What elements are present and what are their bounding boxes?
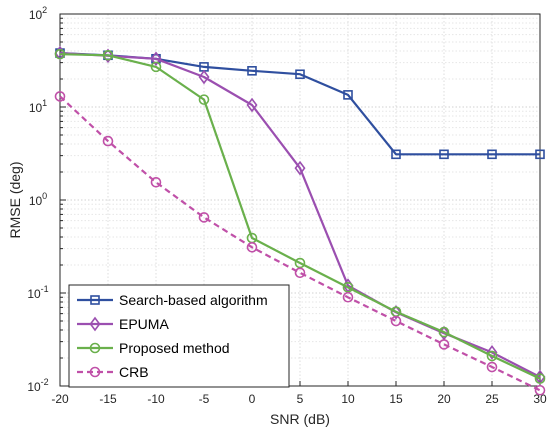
data-point: [198, 69, 210, 85]
data-point: [295, 69, 305, 80]
data-point: [535, 149, 545, 160]
legend-label: Search-based algorithm: [119, 292, 268, 308]
legend-marker: [90, 295, 100, 305]
y-tick-label: 10-2: [27, 377, 48, 394]
x-tick-label: 0: [249, 392, 256, 406]
data-point: [438, 339, 450, 350]
data-point: [439, 149, 449, 160]
data-point: [294, 160, 306, 176]
data-point: [438, 326, 450, 338]
data-point: [102, 135, 114, 147]
x-tick-label: 30: [533, 392, 547, 406]
data-point: [102, 49, 114, 61]
data-point: [150, 51, 162, 67]
legend-label: Proposed method: [119, 340, 230, 356]
data-point: [534, 373, 546, 384]
data-point: [247, 66, 257, 76]
x-tick-label: 5: [297, 392, 304, 406]
x-tick-label: -20: [51, 392, 69, 406]
data-point: [246, 97, 258, 113]
series-group: [54, 45, 546, 396]
data-point: [342, 291, 354, 303]
series-search-based-algorithm: [55, 48, 545, 160]
series-proposed-method: [54, 48, 546, 384]
legend-label: EPUMA: [119, 316, 169, 332]
data-point: [294, 267, 306, 279]
legend-box: [68, 284, 290, 388]
data-point: [102, 48, 114, 64]
data-point: [390, 315, 402, 327]
data-point: [486, 361, 498, 373]
x-tick-label: 25: [485, 392, 499, 406]
x-tick-label: -15: [99, 392, 117, 406]
data-point: [198, 212, 210, 223]
x-tick-label: 15: [389, 392, 403, 406]
data-point: [486, 345, 498, 360]
y-axis-label: RMSE (deg): [7, 161, 23, 238]
data-point: [534, 384, 546, 396]
data-point: [487, 149, 497, 160]
x-tick-label: -5: [199, 392, 210, 406]
y-tick-label: 10-1: [27, 284, 48, 301]
legend-marker: [89, 342, 101, 354]
grid-lines: [59, 14, 541, 387]
legend-marker: [89, 366, 101, 378]
data-point: [54, 48, 66, 60]
legend-marker: [89, 316, 101, 332]
legend: Search-based algorithm EPUMA Proposed meth…: [68, 284, 290, 388]
series-line: [59, 53, 541, 380]
data-point: [150, 61, 162, 73]
data-point: [486, 350, 498, 362]
data-point: [391, 149, 401, 160]
y-tick-label: 101: [29, 98, 47, 115]
data-point: [342, 282, 354, 293]
data-point: [246, 242, 258, 253]
x-axis-label: SNR (dB): [270, 411, 330, 427]
x-tick-label: -10: [147, 392, 165, 406]
series-crb: [54, 91, 546, 396]
x-tick-label: 20: [437, 392, 451, 406]
y-tick-label: 102: [29, 5, 47, 22]
data-point: [150, 176, 162, 188]
y-tick-label: 100: [29, 191, 47, 208]
legend-label: CRB: [119, 364, 149, 380]
data-point: [198, 94, 210, 105]
series-line: [59, 52, 540, 156]
data-point: [54, 91, 66, 102]
data-point: [343, 90, 353, 100]
x-tick-label: 10: [341, 392, 355, 406]
